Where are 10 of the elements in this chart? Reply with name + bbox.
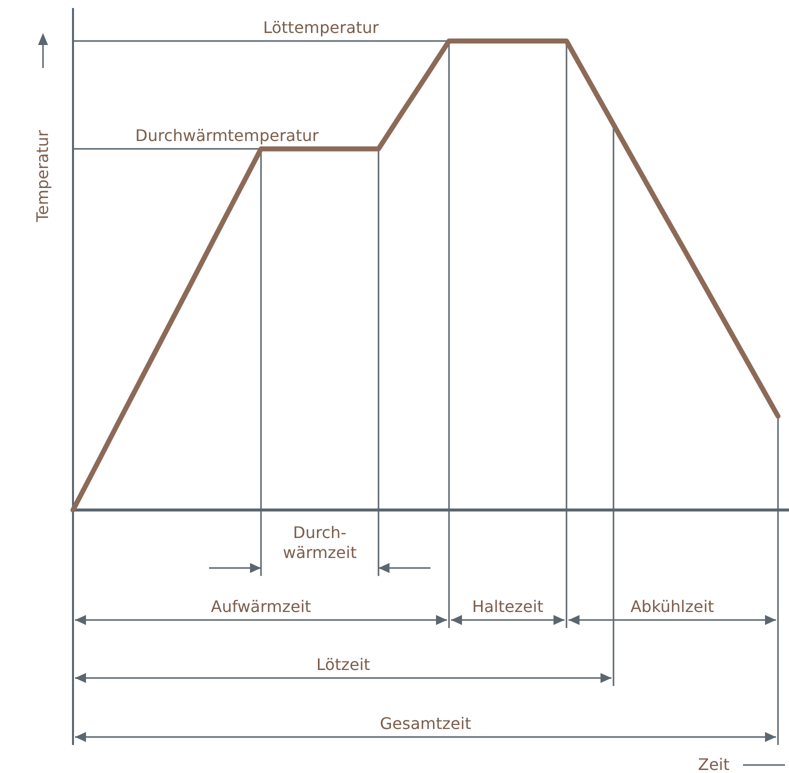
ref-line-label: Löttemperatur [263, 18, 380, 37]
text: Durch- wärmzeit [282, 523, 357, 562]
text: Lötzeit [316, 655, 370, 674]
text: Haltezeit [472, 597, 544, 616]
y-axis-title: Temperatur [33, 130, 52, 223]
text: Abkühlzeit [630, 597, 714, 616]
text: Zeit [698, 755, 730, 773]
text: Aufwärmzeit [210, 597, 312, 616]
text: Gesamtzeit [380, 714, 472, 733]
ref-line-label: Durchwärmtemperatur [135, 126, 320, 145]
